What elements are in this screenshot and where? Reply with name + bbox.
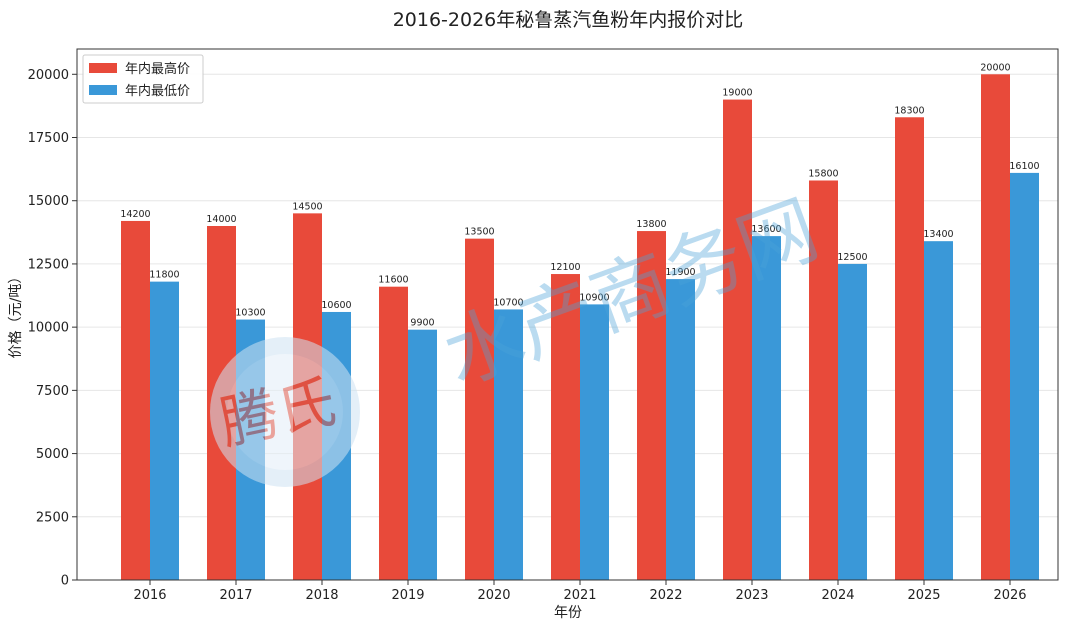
x-tick-label: 2024 (821, 588, 854, 603)
x-axis: 2016 2017 2018 2019 2020 2021 2022 2023 2024 2025… (133, 580, 1027, 603)
x-tick-label: 2020 (477, 588, 510, 603)
watermark-logo: 腾氏 (210, 337, 360, 487)
bar-min-price (838, 263, 867, 580)
y-tick-label: 17500 (28, 131, 69, 146)
bar-value-label: 14200 (120, 209, 150, 220)
bar-value-label: 10300 (235, 308, 265, 319)
legend: 年内最高价 年内最低价 (82, 54, 204, 104)
bar-value-label: 13600 (751, 224, 781, 235)
bar-value-label: 9900 (410, 318, 434, 329)
x-tick-label: 2018 (305, 588, 338, 603)
bar-value-label: 12500 (837, 252, 867, 263)
legend-swatch-min (89, 85, 117, 95)
bar-value-label: 10600 (321, 300, 351, 311)
bar-min-price (580, 304, 609, 580)
x-tick-label: 2019 (391, 588, 424, 603)
bar-max-price (551, 274, 580, 580)
x-tick-label: 2021 (563, 588, 596, 603)
bar-min-price (494, 309, 523, 580)
legend-label-max: 年内最高价 (125, 61, 190, 77)
bar-max-price (981, 74, 1010, 581)
y-tick-label: 10000 (28, 321, 69, 336)
bar-value-label: 13500 (464, 227, 494, 238)
bar-max-price (379, 286, 408, 580)
x-axis-label: 年份 (554, 605, 582, 621)
bar-max-price (465, 238, 494, 580)
y-axis-label: 价格（元/吨） (8, 270, 24, 359)
bar-max-price (121, 220, 150, 580)
legend-label-min: 年内最低价 (125, 83, 190, 99)
x-tick-label: 2022 (649, 588, 682, 603)
bar-value-label: 20000 (980, 62, 1010, 73)
bar-value-label: 14000 (206, 214, 236, 225)
bar-max-price (809, 180, 838, 580)
y-tick-label: 5000 (36, 447, 69, 462)
bar-max-price (723, 99, 752, 581)
y-tick-label: 2500 (36, 510, 69, 525)
chart-title: 2016-2026年秘鲁蒸汽鱼粉年内报价对比 (393, 9, 744, 31)
x-tick-label: 2023 (735, 588, 768, 603)
y-tick-label: 20000 (28, 68, 69, 83)
y-tick-label: 7500 (36, 384, 69, 399)
bar-min-price (408, 329, 437, 580)
bar-value-label: 19000 (722, 88, 752, 99)
bar-value-label: 11600 (378, 275, 408, 286)
bar-value-label: 11800 (149, 270, 179, 281)
y-axis: 0 2500 5000 7500 10000 12500 15000 17500 20000 (28, 68, 77, 589)
bar-value-label: 16100 (1009, 161, 1039, 172)
plot-frame (76, 48, 1059, 581)
bar-min-price (1010, 172, 1039, 580)
bar-min-price (150, 281, 179, 580)
bar-value-label: 13800 (636, 219, 666, 230)
bar-value-label: 14500 (292, 201, 322, 212)
bar-value-label: 10700 (493, 297, 523, 308)
bar-min-price (752, 236, 781, 580)
bar-value-label: 13400 (923, 229, 953, 240)
x-tick-label: 2026 (993, 588, 1026, 603)
bars (121, 74, 1039, 581)
bar-value-label: 15800 (808, 168, 838, 179)
bar-value-label: 18300 (894, 105, 924, 116)
y-tick-label: 0 (61, 574, 69, 589)
y-tick-label: 15000 (28, 194, 69, 209)
bar-min-price (924, 241, 953, 580)
bar-min-price (666, 279, 695, 580)
data-labels: 14200 11800 14000 10300 14500 10600 11600 9900 1… (120, 62, 1039, 328)
legend-swatch-max (89, 63, 117, 73)
bar-max-price (637, 231, 666, 581)
x-tick-label: 2025 (907, 588, 940, 603)
x-tick-label: 2016 (133, 588, 166, 603)
x-tick-label: 2017 (219, 588, 252, 603)
y-tick-label: 12500 (28, 257, 69, 272)
bar-value-label: 11900 (665, 267, 695, 278)
bar-max-price (895, 117, 924, 581)
bar-value-label: 12100 (550, 262, 580, 273)
bar-value-label: 10900 (579, 292, 609, 303)
